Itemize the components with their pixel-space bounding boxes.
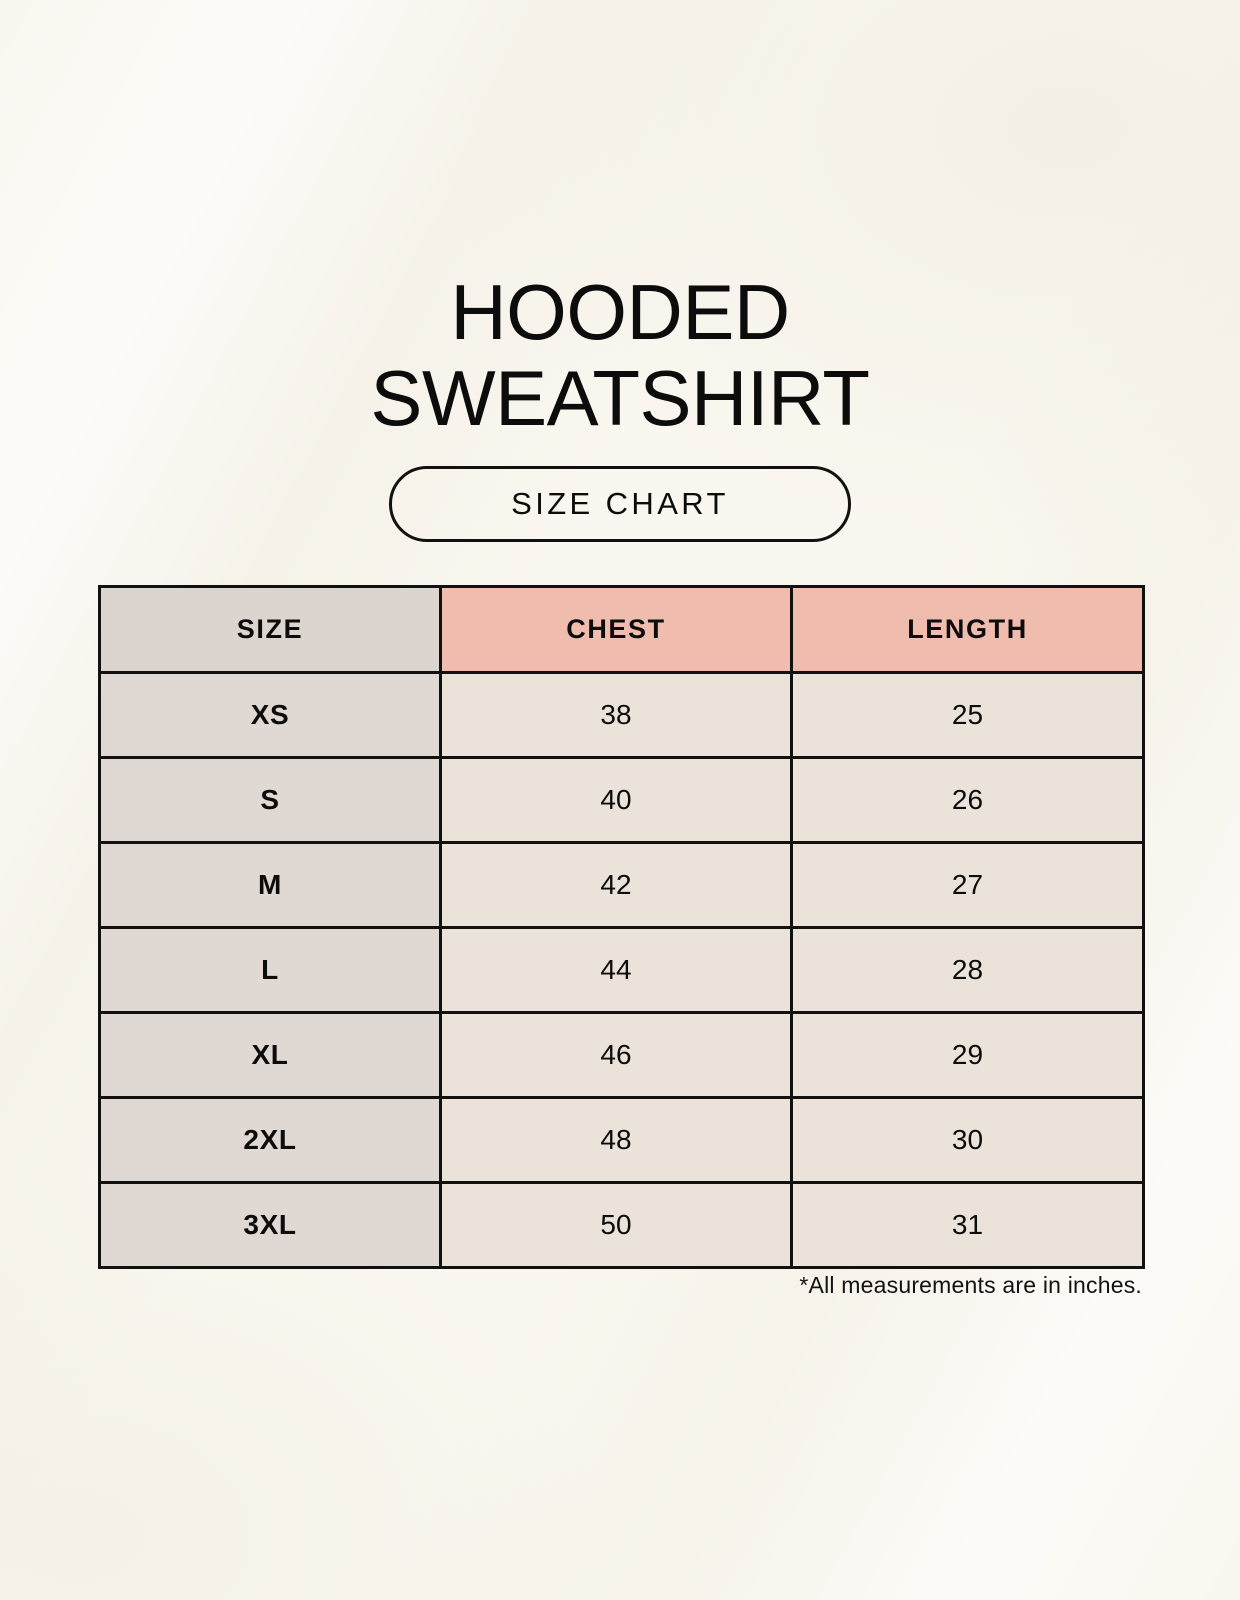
title-line-1: HOODED xyxy=(450,268,790,356)
cell-length: 30 xyxy=(790,1096,1145,1184)
table-row: XL 46 29 xyxy=(98,1011,1145,1099)
cell-size: XL xyxy=(98,1011,442,1099)
table-row: XS 38 25 xyxy=(98,671,1145,759)
cell-chest: 40 xyxy=(439,756,793,844)
table-body: XS 38 25 S 40 26 M 42 27 L 44 28 xyxy=(98,671,1145,1269)
cell-length: 27 xyxy=(790,841,1145,929)
cell-length: 28 xyxy=(790,926,1145,1014)
table-row: S 40 26 xyxy=(98,756,1145,844)
size-chart-badge-wrapper: SIZE CHART xyxy=(0,466,1240,542)
cell-chest: 38 xyxy=(439,671,793,759)
cell-length: 31 xyxy=(790,1181,1145,1269)
cell-chest: 48 xyxy=(439,1096,793,1184)
table-row: M 42 27 xyxy=(98,841,1145,929)
table-header-row: SIZE CHEST LENGTH xyxy=(98,585,1145,674)
cell-length: 29 xyxy=(790,1011,1145,1099)
cell-chest: 46 xyxy=(439,1011,793,1099)
cell-size: XS xyxy=(98,671,442,759)
size-chart-badge-label: SIZE CHART xyxy=(511,486,729,521)
table-row: 2XL 48 30 xyxy=(98,1096,1145,1184)
size-chart-table: SIZE CHEST LENGTH XS 38 25 S 40 26 M xyxy=(98,585,1145,1269)
title-line-2: SWEATSHIRT xyxy=(370,354,870,442)
cell-chest: 50 xyxy=(439,1181,793,1269)
table-row: L 44 28 xyxy=(98,926,1145,1014)
table-row: 3XL 50 31 xyxy=(98,1181,1145,1269)
size-chart-badge: SIZE CHART xyxy=(389,466,851,542)
cell-chest: 42 xyxy=(439,841,793,929)
cell-chest: 44 xyxy=(439,926,793,1014)
column-header-chest: CHEST xyxy=(439,585,793,674)
table-header: SIZE CHEST LENGTH xyxy=(98,585,1145,674)
column-header-length: LENGTH xyxy=(790,585,1145,674)
cell-size: L xyxy=(98,926,442,1014)
cell-size: S xyxy=(98,756,442,844)
size-chart-table-wrapper: SIZE CHEST LENGTH XS 38 25 S 40 26 M xyxy=(98,585,1145,1269)
cell-length: 25 xyxy=(790,671,1145,759)
column-header-size: SIZE xyxy=(98,585,442,674)
cell-size: M xyxy=(98,841,442,929)
page-title: HOODED SWEATSHIRT xyxy=(0,268,1240,442)
cell-size: 2XL xyxy=(98,1096,442,1184)
cell-length: 26 xyxy=(790,756,1145,844)
measurement-footnote: *All measurements are in inches. xyxy=(799,1272,1142,1298)
cell-size: 3XL xyxy=(98,1181,442,1269)
